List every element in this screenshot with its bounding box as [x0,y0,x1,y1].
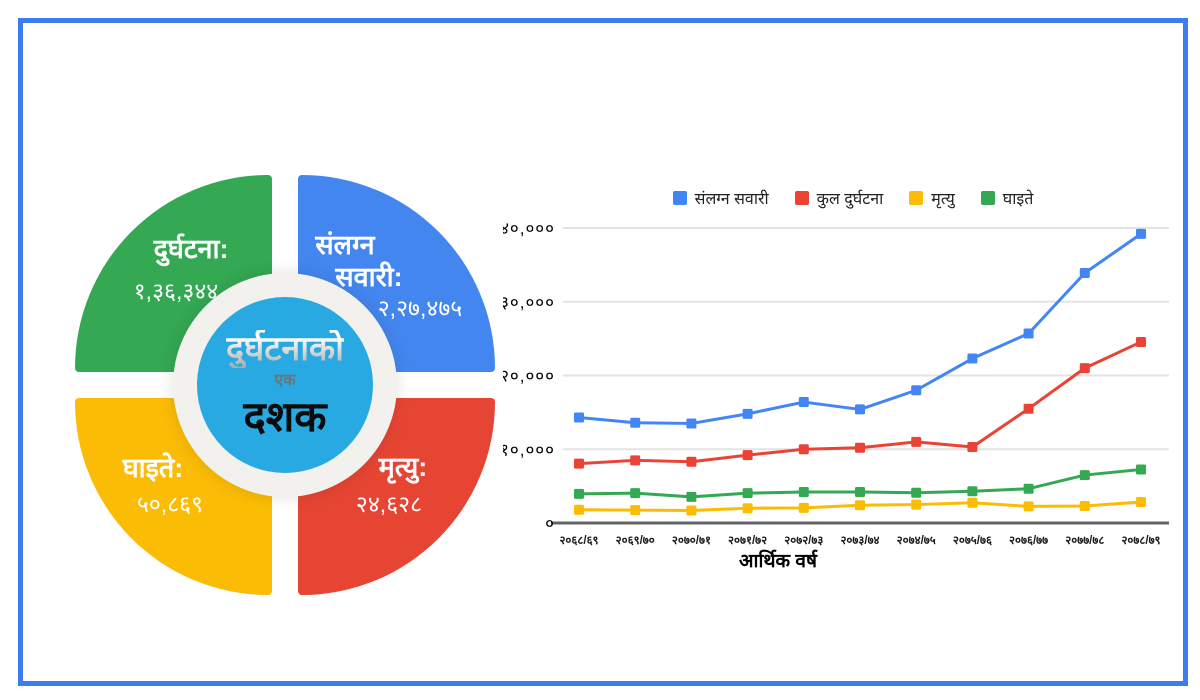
injured-label: घाइते: [122,453,184,483]
x-tick-label: २०७१/७२ [728,535,767,547]
series-line-0 [577,232,1143,425]
center-title-line2: एक [274,372,296,389]
vehicles-label-line2: सवारी: [335,262,403,292]
legend-label: घाइते [1002,191,1034,208]
data-point-marker [967,353,978,364]
data-point-marker [630,505,641,516]
data-point-marker [798,397,809,408]
y-tick-label: ४०,००० [503,219,555,238]
data-point-marker [574,412,584,423]
legend-item-3: घाइते [980,187,1034,209]
data-point-marker [630,417,641,428]
legend-item-1: कुल दुर्घटना [794,187,884,209]
data-point-marker [1079,267,1090,278]
data-point-marker [686,491,697,502]
legend-label: मृत्यु [931,191,955,208]
data-point-marker [1023,501,1034,512]
data-point-marker [742,488,753,499]
data-point-marker [686,505,697,516]
x-tick-label: २०६९/७० [616,535,655,547]
data-point-marker [911,499,922,510]
center-title-line1: दुर्घटनाको [226,330,344,368]
data-point-marker [855,442,865,453]
legend-label: कुल दुर्घटना [816,191,884,208]
data-point-marker [742,408,753,419]
data-point-marker [1023,403,1034,414]
x-tick-label: २०७०/७१ [672,535,711,547]
donut-center-circle: दुर्घटनाको एक दशक [197,297,373,473]
data-point-marker [1136,464,1146,475]
x-tick-label: २०७२/७३ [784,535,823,547]
deaths-value: २४,६२८ [355,491,423,517]
line-chart-canvas: ० १०,००० २०,००० ३०,००० ४०,००० २०६८/६९ २०६९/७० २… [503,219,1169,572]
data-point-marker [574,488,584,499]
chart-legend: संलग्न सवारी कुल दुर्घटना मृत्यु घाइते [503,187,1200,209]
page-border-frame: दुर्घटना: १,३६,३४४ संलग्न सवारी: २,२७,४७… [18,18,1188,686]
data-point-marker [1079,501,1090,512]
y-tick-label: ३०,००० [503,293,555,312]
data-point-marker [967,497,978,508]
data-point-marker [1023,483,1034,494]
data-point-marker [574,504,584,515]
deaths-label: मृत्यु: [378,452,428,482]
x-axis-title: आर्थिक वर्ष [739,549,818,572]
x-tick-label: २०७६/७७ [1009,535,1048,547]
x-tick-label: २०६८/६९ [559,535,598,547]
data-point-marker [1079,363,1090,374]
data-point-marker [630,488,641,499]
data-point-marker [742,450,753,461]
accidents-line-chart: संलग्न सवारी कुल दुर्घटना मृत्यु घाइते ० १०,… [503,163,1200,593]
data-point-marker [1136,496,1146,507]
x-tick-label: २०७८/७९ [1121,535,1160,547]
legend-swatch-icon [980,191,995,205]
data-point-marker [686,418,697,429]
injured-value: ५०,८६९ [136,491,204,517]
data-point-marker [855,404,865,415]
data-point-marker [1023,328,1034,339]
data-point-marker [1136,228,1146,239]
x-tick-label: २०७३/७४ [840,535,879,547]
y-tick-label: १०,००० [503,440,555,459]
data-point-marker [855,487,865,498]
y-tick-label: २०,००० [503,367,555,386]
vehicles-value: २,२७,४७५ [377,295,463,321]
legend-label: संलग्न सवारी [694,191,769,208]
decade-stats-donut: दुर्घटना: १,३६,३४४ संलग्न सवारी: २,२७,४७… [75,175,495,595]
data-point-marker [630,455,641,466]
data-point-marker [967,486,978,497]
data-point-marker [1136,336,1146,347]
accidents-label: दुर्घटना: [153,234,229,264]
data-point-marker [798,487,809,498]
data-point-marker [798,444,809,455]
data-point-marker [742,503,753,514]
accidents-value: १,३६,३४४ [133,278,219,304]
data-point-marker [911,487,922,498]
data-point-marker [686,456,697,467]
legend-swatch-icon [794,191,809,205]
data-point-marker [855,500,865,511]
y-tick-label: ० [545,514,555,533]
data-point-marker [574,458,584,469]
vehicles-label-line1: संलग्न [315,230,375,260]
x-tick-label: २०७४/७५ [897,535,936,547]
data-point-marker [967,442,978,453]
legend-swatch-icon [909,191,924,205]
data-point-marker [911,436,922,447]
data-point-marker [798,502,809,513]
center-title-line3: दशक [243,393,327,440]
legend-item-2: मृत्यु [909,187,955,209]
data-point-marker [911,385,922,396]
legend-item-0: संलग्न सवारी [672,187,769,209]
legend-swatch-icon [672,191,687,205]
data-point-marker [1079,470,1090,481]
x-tick-label: २०७७/७८ [1065,535,1104,547]
x-tick-label: २०७५/७६ [953,535,992,547]
